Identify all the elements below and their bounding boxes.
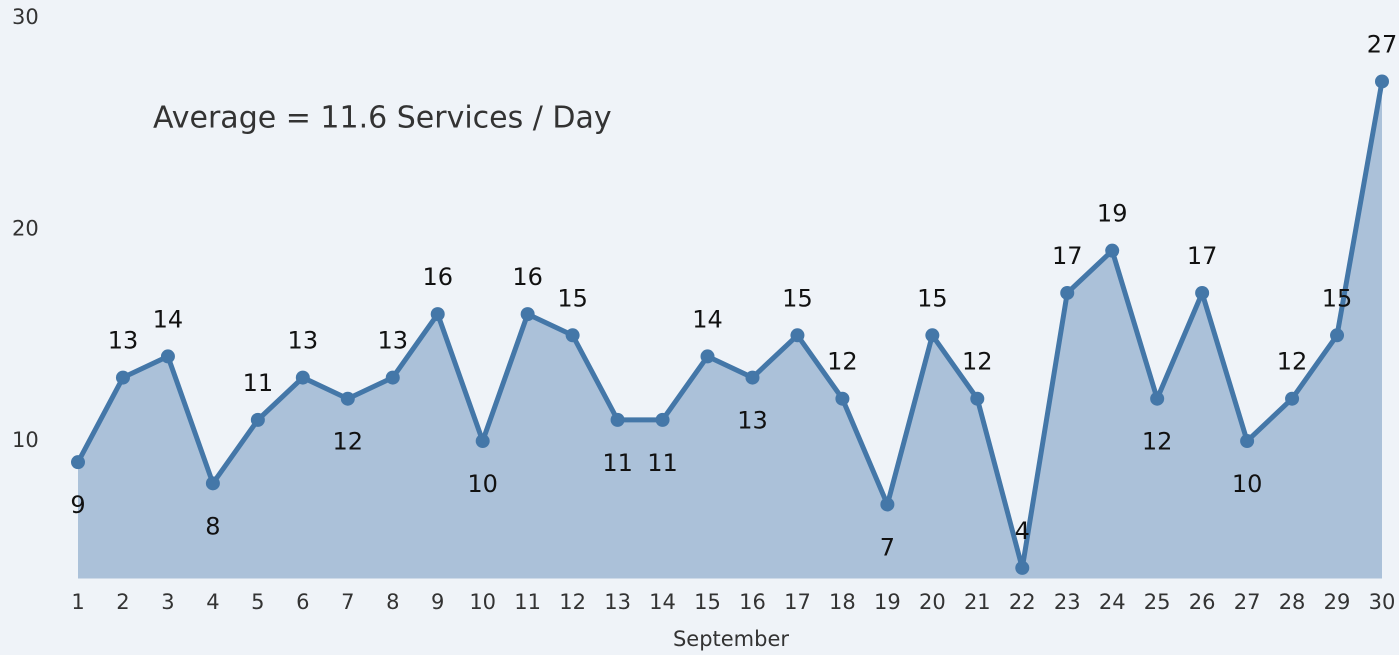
x-tick-label: 4 [206,590,219,614]
data-label: 10 [1232,470,1263,498]
point [835,391,850,406]
x-tick-label: 11 [514,590,541,614]
x-tick-label: 13 [604,590,631,614]
data-label: 9 [70,491,85,519]
x-tick-label: 30 [1369,590,1396,614]
x-tick-label: 22 [1009,590,1036,614]
point [655,412,670,427]
x-tick-label: 10 [469,590,496,614]
x-tick-label: 12 [559,590,586,614]
point [115,370,130,385]
data-label: 12 [962,348,993,376]
point [1015,560,1030,575]
data-label: 8 [205,512,220,540]
x-tick-label: 1 [71,590,84,614]
y-tick-label: 20 [12,217,39,241]
data-label: 13 [108,327,139,355]
y-tick-label: 10 [12,428,39,452]
x-tick-label: 29 [1324,590,1351,614]
y-tick-label: 30 [12,5,39,29]
x-tick-label: 15 [694,590,721,614]
x-tick-label: 28 [1279,590,1306,614]
point [1330,328,1345,343]
data-label: 11 [243,369,274,397]
data-label: 12 [827,348,858,376]
point [205,476,220,491]
data-label: 17 [1187,242,1218,270]
data-label: 12 [333,428,364,456]
point [520,307,535,322]
point [1195,285,1210,300]
data-label: 15 [917,284,948,312]
data-label: 13 [737,407,768,435]
point [250,412,265,427]
x-tick-label: 27 [1234,590,1261,614]
data-label: 27 [1367,30,1398,58]
x-tick-label: 21 [964,590,991,614]
point [925,328,940,343]
x-tick-label: 3 [161,590,174,614]
x-tick-label: 19 [874,590,901,614]
data-label: 17 [1052,242,1083,270]
data-label: 14 [692,305,723,333]
x-tick-label: 24 [1099,590,1126,614]
point [160,349,175,364]
x-tick-label: 9 [431,590,444,614]
x-tick-label: 5 [251,590,264,614]
data-label: 19 [1097,200,1128,228]
point [1240,434,1255,449]
point [430,307,445,322]
point [970,391,985,406]
x-tick-label: 25 [1144,590,1171,614]
x-tick-label: 6 [296,590,309,614]
point [1105,243,1120,258]
point [610,412,625,427]
point [745,370,760,385]
data-label: 13 [288,327,319,355]
x-tick-label: 17 [784,590,811,614]
data-label: 11 [647,449,678,477]
data-label: 15 [557,284,588,312]
data-label: 15 [1322,284,1353,312]
data-label: 16 [422,263,453,291]
point [880,497,895,512]
data-label: 13 [377,327,408,355]
x-tick-label: 8 [386,590,399,614]
data-label: 12 [1142,428,1173,456]
point [790,328,805,343]
point [1285,391,1300,406]
point [71,455,85,470]
data-label: 16 [512,263,543,291]
data-label: 15 [782,284,813,312]
x-tick-label: 23 [1054,590,1081,614]
x-tick-label: 2 [116,590,129,614]
annotation: Average = 11.6 Services / Day [153,101,612,136]
data-label: 10 [467,470,498,498]
point [1150,391,1165,406]
point [295,370,310,385]
point [700,349,715,364]
data-label: 14 [153,305,184,333]
x-tick-label: 7 [341,590,354,614]
x-axis-label: September [673,627,789,651]
point [385,370,400,385]
data-label: 11 [602,449,633,477]
data-label: 4 [1015,517,1030,545]
x-tick-label: 14 [649,590,676,614]
point [1375,74,1389,89]
area [78,81,1382,579]
x-tick-label: 26 [1189,590,1216,614]
x-tick-label: 18 [829,590,856,614]
point [1060,285,1075,300]
data-label: 12 [1277,348,1308,376]
x-tick-label: 16 [739,590,766,614]
point [340,391,355,406]
point [475,434,490,449]
data-label: 7 [880,533,895,561]
point [565,328,580,343]
x-tick-label: 20 [919,590,946,614]
line [75,81,1385,571]
